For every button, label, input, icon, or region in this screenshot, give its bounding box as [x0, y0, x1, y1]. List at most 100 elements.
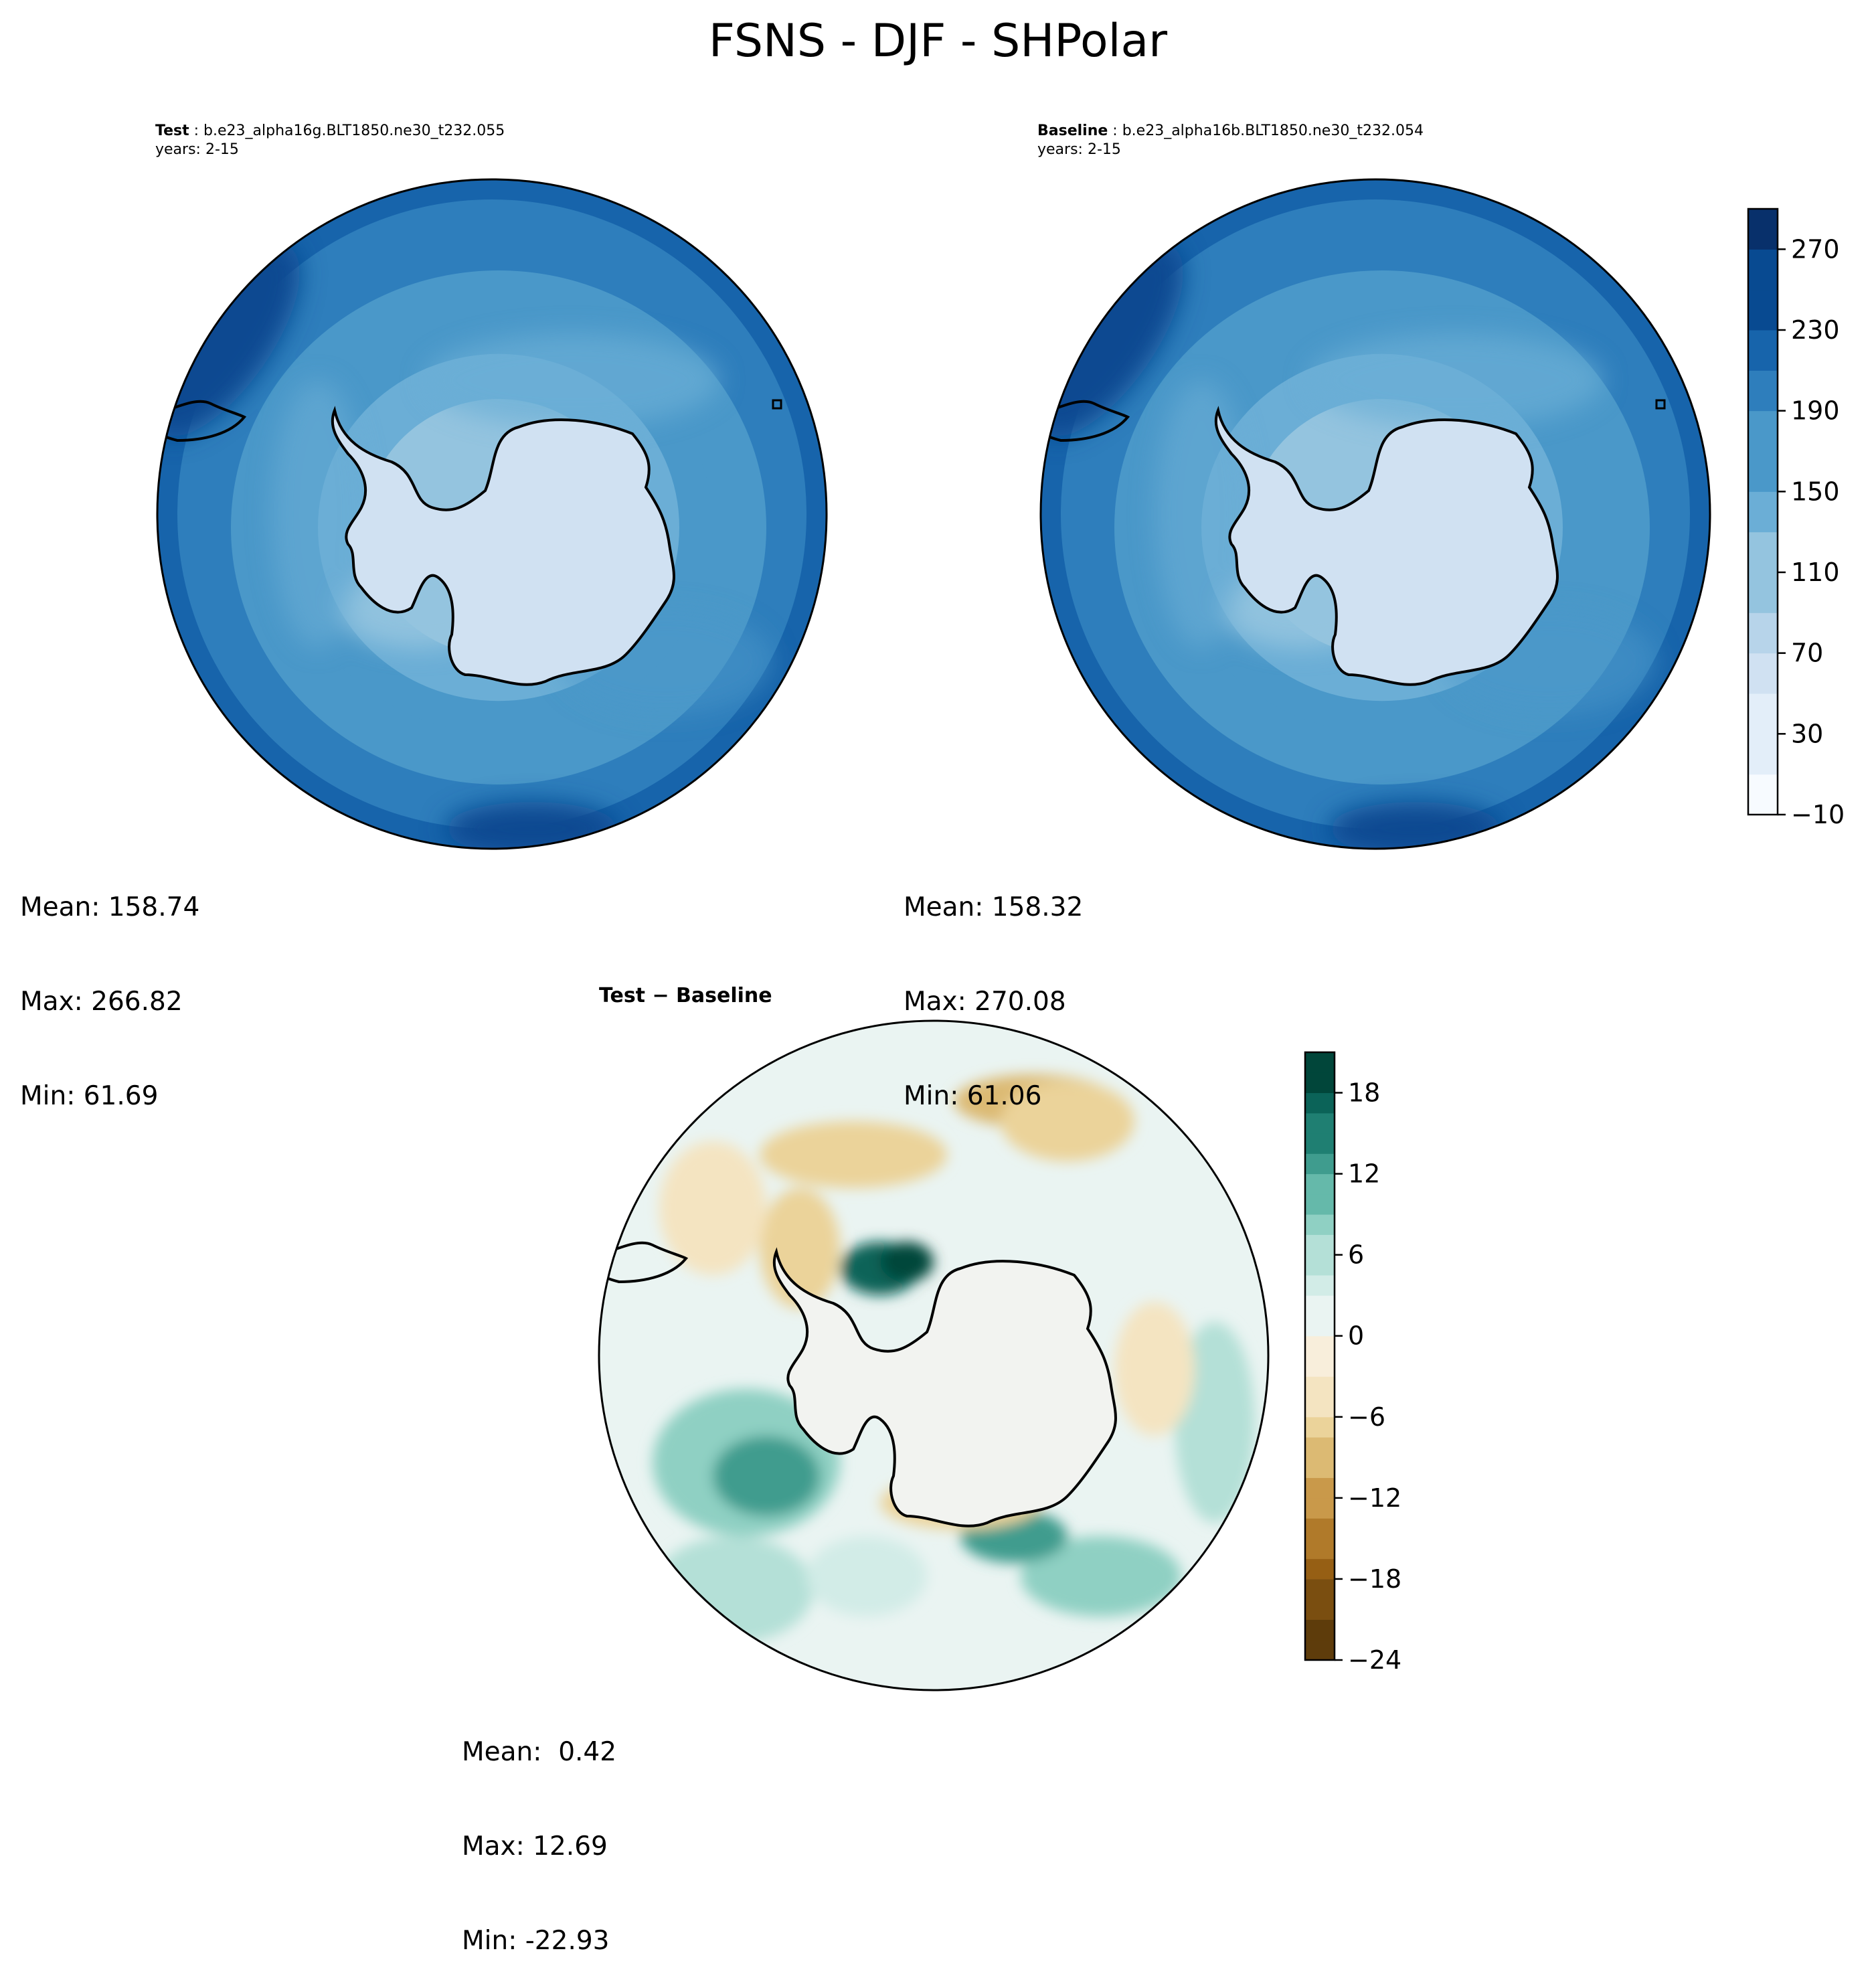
diff-colorbar-level-15 — [1305, 1335, 1335, 1357]
main-colorbar-level-2 — [1748, 693, 1778, 734]
test-years: years: 2-15 — [155, 141, 239, 158]
baseline-stats: Mean: 158.32 Max: 270.08 Min: 61.06 — [904, 829, 1083, 1143]
baseline-subtitle: Baseline : b.e23_alpha16b.BLT1850.ne30_t… — [1037, 122, 1424, 159]
test-label: Test — [155, 122, 189, 139]
main-colorbar-tick-label: 110 — [1791, 558, 1840, 587]
diff-colorbar-level-16 — [1305, 1315, 1335, 1337]
diff-colorbar-tick-label: 18 — [1348, 1078, 1380, 1108]
main-colorbar-level-10 — [1748, 370, 1778, 412]
diff-colorbar-level-9 — [1305, 1457, 1335, 1479]
main-colorbar-tick-label: 70 — [1791, 639, 1823, 668]
test-max: Max: 266.82 — [20, 987, 183, 1017]
diff-colorbar-level-18 — [1305, 1274, 1335, 1296]
diff-colorbar-level-23 — [1305, 1173, 1335, 1195]
diff-colorbar-level-7 — [1305, 1497, 1335, 1519]
main-colorbar-level-8 — [1748, 451, 1778, 492]
diff-map-panel — [598, 1019, 1270, 1691]
diff-colorbar: 18 12 6 0 −6 −12 −18 −24 — [1304, 1051, 1401, 1675]
main-colorbar-level-0 — [1748, 774, 1778, 815]
test-stats: Mean: 158.74 Max: 266.82 Min: 61.69 — [20, 829, 199, 1143]
main-colorbar-level-5 — [1748, 572, 1778, 613]
test-island — [772, 399, 782, 410]
diff-colorbar-level-2 — [1305, 1599, 1335, 1620]
diff-colorbar-tick-label: 6 — [1348, 1240, 1364, 1270]
main-colorbar-tick-label: −10 — [1791, 800, 1845, 829]
test-patch-a — [425, 333, 719, 427]
diff-anomaly-1 — [713, 1436, 820, 1516]
diff-colorbar-level-26 — [1305, 1112, 1335, 1134]
baseline-sep: : — [1108, 122, 1122, 139]
diff-colorbar-level-11 — [1305, 1416, 1335, 1438]
main-colorbar-tick-label: 30 — [1791, 719, 1823, 748]
diff-map-boundary — [598, 1019, 1270, 1691]
test-case-name: b.e23_alpha16g.BLT1850.ne30_t232.055 — [203, 122, 505, 139]
main-colorbar-level-3 — [1748, 653, 1778, 694]
diff-max: Max: 12.69 — [462, 1831, 608, 1861]
diff-anomaly-5 — [1175, 1322, 1255, 1523]
diff-stats: Mean: 0.42 Max: 12.69 Min: -22.93 — [462, 1673, 616, 1988]
baseline-land-mask — [1054, 287, 1108, 327]
diff-anomaly-14 — [659, 1141, 766, 1275]
diff-colorbar-level-24 — [1305, 1153, 1335, 1175]
diff-min: Min: -22.93 — [462, 1926, 610, 1956]
diff-colorbar-tick-label: −12 — [1348, 1483, 1401, 1513]
main-colorbar-level-14 — [1748, 209, 1778, 250]
main-colorbar-tick-label: 270 — [1791, 234, 1840, 264]
main-colorbar-tick-label: 150 — [1791, 477, 1840, 506]
diff-mean: Mean: 0.42 — [462, 1737, 617, 1767]
diff-colorbar-tick-label: 0 — [1348, 1321, 1364, 1351]
diff-colorbar-level-4 — [1305, 1558, 1335, 1580]
diff-colorbar-frame — [1304, 1051, 1336, 1661]
diff-colorbar-level-0 — [1305, 1639, 1335, 1661]
baseline-map-boundary — [1039, 178, 1711, 850]
test-patch-c — [271, 380, 365, 648]
diff-colorbar-level-10 — [1305, 1437, 1335, 1458]
test-subtitle: Test : b.e23_alpha16g.BLT1850.ne30_t232.… — [155, 122, 505, 159]
diff-colorbar-level-1 — [1305, 1619, 1335, 1641]
diff-anomaly-16 — [806, 1536, 927, 1617]
main-colorbar-level-6 — [1748, 531, 1778, 573]
diff-colorbar-level-22 — [1305, 1193, 1335, 1215]
diff-colorbar-tick-label: 12 — [1348, 1159, 1380, 1189]
main-colorbar-level-12 — [1748, 289, 1778, 331]
figure-title: FSNS - DJF - SHPolar — [708, 15, 1168, 68]
diff-colorbar-level-29 — [1305, 1052, 1335, 1073]
main-colorbar-level-7 — [1748, 491, 1778, 533]
main-colorbar-tick-label: 190 — [1791, 396, 1840, 426]
diff-colorbar-tick-label: −24 — [1348, 1645, 1401, 1675]
baseline-field — [1041, 179, 1710, 849]
baseline-years: years: 2-15 — [1037, 141, 1121, 158]
diff-colorbar-tick-label: −18 — [1348, 1564, 1401, 1594]
diff-colorbar-level-12 — [1305, 1396, 1335, 1418]
diff-title: Test − Baseline — [599, 984, 772, 1007]
diff-colorbar-tick-label: −6 — [1348, 1402, 1385, 1432]
diff-field — [599, 1021, 1268, 1690]
baseline-min: Min: 61.06 — [904, 1081, 1042, 1111]
diff-colorbar-level-6 — [1305, 1518, 1335, 1539]
baseline-high-region — [1041, 243, 1184, 437]
main-colorbar-frame — [1747, 208, 1779, 816]
main-colorbar-level-13 — [1748, 249, 1778, 291]
diff-colorbar-level-14 — [1305, 1356, 1335, 1377]
diff-anomaly-7 — [880, 1242, 934, 1282]
main-colorbar-level-1 — [1748, 734, 1778, 775]
baseline-patch-a — [1308, 333, 1603, 427]
baseline-map-panel — [1039, 178, 1711, 850]
test-land-mask — [171, 287, 224, 327]
diff-colorbar-level-27 — [1305, 1092, 1335, 1114]
baseline-case-name: b.e23_alpha16b.BLT1850.ne30_t232.054 — [1122, 122, 1424, 139]
diff-colorbar-level-8 — [1305, 1477, 1335, 1499]
diff-anomaly-2 — [653, 1536, 813, 1643]
diff-anomaly-10 — [760, 1121, 947, 1188]
main-colorbar-level-9 — [1748, 410, 1778, 452]
diff-anomaly-3 — [1021, 1536, 1181, 1617]
baseline-mean: Mean: 158.32 — [904, 892, 1084, 922]
diff-colorbar-level-17 — [1305, 1295, 1335, 1316]
baseline-max: Max: 270.08 — [904, 987, 1066, 1017]
test-high-region — [157, 243, 301, 437]
test-map-panel — [156, 178, 828, 850]
main-colorbar: 270 230 190 150 110 70 30 −10 — [1747, 208, 1845, 829]
test-mean: Mean: 158.74 — [20, 892, 200, 922]
diff-colorbar-level-20 — [1305, 1234, 1335, 1256]
diff-colorbar-level-21 — [1305, 1214, 1335, 1235]
